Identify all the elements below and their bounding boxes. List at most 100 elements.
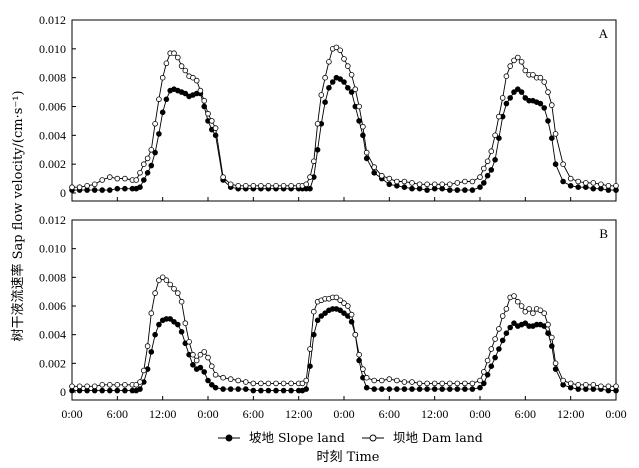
data-point-dam [360,123,366,130]
data-point-dam [598,181,604,188]
data-point-dam [575,178,581,185]
data-point-dam [201,97,208,104]
data-point-dam [209,118,215,124]
data-point-dam [605,183,612,189]
data-point-dam [537,307,544,314]
data-point-dam [511,293,517,299]
data-point-dam [76,383,83,390]
data-point-dam [514,298,521,305]
data-point-dam [360,366,366,372]
data-point-slope [341,79,347,85]
data-point-slope [499,337,506,344]
data-point-dam [122,175,128,182]
data-point-dam [148,310,155,317]
data-point-dam [152,121,158,127]
data-point-slope [99,187,105,193]
legend-dam-marker [369,434,377,442]
data-point-dam [235,377,242,384]
data-point-slope [356,118,362,124]
data-point-dam [107,174,113,180]
data-point-slope [265,387,272,394]
data-point-dam [175,54,181,61]
data-point-slope [148,349,155,355]
data-point-dam [322,74,328,81]
data-point-dam [477,174,483,180]
data-point-dam [273,380,279,387]
data-point-slope [416,386,423,392]
data-point-dam [582,381,589,388]
data-point-slope [348,89,355,95]
data-point-dam [424,380,430,387]
x-tick-label: 12:00 [149,407,176,421]
y-tick-label: 0.010 [39,42,66,56]
data-point-slope [114,185,121,192]
legend-slope-label: 坡地 Slope land [249,430,345,445]
data-point-slope [537,100,544,107]
data-point-slope [484,371,491,378]
data-point-dam [454,180,461,186]
data-point-slope [469,386,476,392]
data-point-dam [235,183,242,189]
data-point-dam [197,351,204,358]
x-tick-label: 6:00 [107,407,128,421]
data-point-slope [507,324,514,331]
data-point-slope [171,318,177,325]
data-point-dam [152,290,158,296]
data-point-dam [69,184,75,191]
legend-slope-marker [225,434,233,442]
data-point-dam [371,377,378,384]
data-point-dam [310,158,317,165]
data-point-slope [310,331,317,338]
data-point-slope [122,185,128,192]
data-point-dam [590,180,597,186]
data-point-dam [333,294,340,301]
data-point-slope [235,386,242,392]
data-point-slope [363,155,370,162]
data-point-slope [371,170,378,176]
data-point-dam [469,178,476,185]
data-point-dam [220,374,226,381]
data-point-dam [492,336,498,342]
y-axis-title: 树干液流速率 Sap flow velocity/(cm·s⁻¹) [10,90,26,341]
data-point-slope [288,387,294,394]
data-point-slope [477,384,483,391]
data-point-dam [386,175,393,182]
data-point-dam [431,181,438,188]
data-point-dam [560,377,566,384]
data-point-dam [318,92,325,98]
data-point-slope [341,310,347,317]
data-point-dam [159,274,166,281]
data-point-dam [522,308,529,315]
data-point-dam [416,181,423,188]
x-tick-label: 0:00 [197,407,218,421]
data-point-slope [227,386,234,392]
data-point-dam [182,320,189,327]
data-point-slope [477,184,483,191]
data-point-slope [503,100,510,107]
data-point-dam [514,54,521,61]
data-point-slope [156,321,162,328]
data-point-dam [567,380,574,387]
data-point-dam [227,181,234,188]
data-point-dam [156,96,162,103]
data-point-dam [212,371,219,378]
data-point-dam [541,79,547,85]
data-point-dam [99,381,105,388]
data-point-dam [265,380,272,387]
data-point-slope [492,157,498,163]
data-point-slope [462,187,468,193]
data-point-dam [178,63,185,69]
y-tick-label: 0.010 [39,242,66,256]
data-point-dam [163,277,170,284]
data-point-slope [518,89,525,95]
data-point-slope [175,321,181,328]
data-point-slope [148,162,155,169]
data-point-dam [352,86,359,92]
data-point-slope [337,76,344,82]
data-point-slope [507,95,514,101]
data-point-dam [480,165,487,172]
data-point-dam [518,303,525,309]
data-point-slope [337,307,344,314]
x-tick-label: 0:00 [61,407,82,421]
